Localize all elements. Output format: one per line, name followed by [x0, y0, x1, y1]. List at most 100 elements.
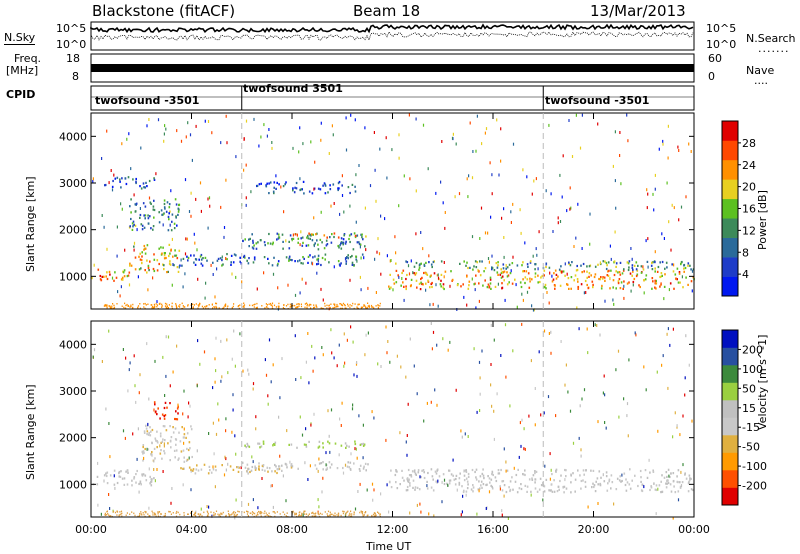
range-cell: [159, 432, 162, 435]
range-cell: [655, 488, 658, 492]
range-cell: [419, 475, 421, 479]
range-cell: [575, 113, 577, 117]
range-cell: [398, 133, 400, 137]
range-cell: [313, 304, 315, 306]
range-cell: [142, 182, 145, 185]
range-cell: [611, 481, 614, 484]
range-cell: [523, 447, 525, 451]
range-cell: [165, 429, 168, 432]
range-cell: [341, 194, 344, 197]
range-cell: [334, 442, 337, 445]
range-cell: [593, 484, 596, 487]
range-cell: [597, 502, 599, 505]
range-cell: [659, 285, 661, 288]
range-cell: [334, 514, 336, 517]
range-cell: [345, 262, 347, 265]
range-cell: [477, 268, 479, 272]
range-cell: [163, 417, 166, 420]
range-cell: [433, 272, 436, 275]
range-cell: [172, 255, 174, 258]
range-cell: [665, 486, 668, 489]
range-cell: [260, 512, 262, 515]
range-cell: [294, 304, 296, 307]
range-cell: [142, 459, 144, 462]
range-cell: [111, 185, 114, 188]
range-cell: [466, 261, 468, 264]
range-cell: [139, 514, 141, 517]
range-cell: [146, 271, 148, 274]
range-cell: [413, 469, 416, 472]
range-cell: [654, 267, 656, 270]
range-cell: [265, 185, 268, 188]
range-cell: [672, 270, 675, 273]
range-cell: [528, 286, 531, 289]
range-cell: [182, 483, 184, 487]
range-cell: [366, 307, 368, 309]
range-cell: [134, 224, 137, 227]
range-cell: [260, 445, 263, 448]
range-cell: [210, 511, 212, 513]
range-cell: [562, 485, 564, 489]
range-cell: [315, 233, 317, 236]
range-cell: [183, 456, 185, 459]
range-cell: [622, 287, 624, 290]
range-cell: [154, 359, 156, 363]
range-cell: [143, 244, 146, 248]
range-cell: [191, 515, 193, 518]
range-cell: [325, 244, 328, 247]
range-cell: [225, 468, 227, 472]
range-cell: [99, 274, 102, 278]
range-cell: [104, 514, 106, 516]
range-cell: [545, 262, 547, 266]
range-cell: [298, 305, 300, 307]
range-cell: [146, 447, 148, 451]
range-cell: [467, 266, 469, 270]
range-cell: [243, 304, 246, 306]
range-cell: [499, 485, 501, 488]
range-cell: [178, 431, 180, 434]
range-cell: [119, 475, 122, 478]
range-cell: [153, 468, 155, 471]
range-cell: [301, 188, 303, 191]
range-cell: [491, 473, 493, 476]
range-cell: [314, 242, 316, 245]
range-cell: [285, 256, 288, 259]
range-cell: [225, 114, 227, 118]
range-cell: [152, 208, 155, 211]
range-cell: [183, 514, 185, 516]
range-cell: [554, 284, 556, 287]
range-cell: [412, 486, 414, 489]
range-cell: [305, 244, 308, 247]
range-cell: [132, 220, 135, 223]
range-cell: [288, 255, 291, 258]
range-cell: [357, 490, 359, 493]
range-cell: [140, 511, 142, 513]
range-cell: [155, 439, 157, 442]
range-cell: [535, 470, 538, 473]
range-cell: [434, 470, 437, 473]
range-cell: [353, 511, 355, 513]
range-cell: [666, 266, 668, 269]
range-cell: [647, 237, 649, 241]
range-cell: [152, 205, 155, 208]
range-cell: [109, 307, 111, 309]
range-cell: [349, 256, 352, 259]
range-cell: [218, 418, 220, 422]
range-cell: [182, 449, 185, 452]
range-cell: [244, 256, 246, 259]
range-cell: [604, 299, 606, 303]
range-cell: [478, 299, 480, 303]
range-cell: [491, 404, 493, 408]
range-cell: [119, 294, 121, 298]
range-cell: [294, 334, 296, 338]
range-cell: [579, 474, 581, 477]
range-cell: [104, 183, 107, 187]
range-cell: [153, 208, 156, 212]
range-cell: [282, 240, 284, 243]
range-cell: [274, 470, 276, 473]
range-cell: [373, 488, 375, 492]
range-cell: [299, 291, 301, 295]
range-cell: [534, 481, 536, 484]
range-cell: [662, 139, 664, 143]
